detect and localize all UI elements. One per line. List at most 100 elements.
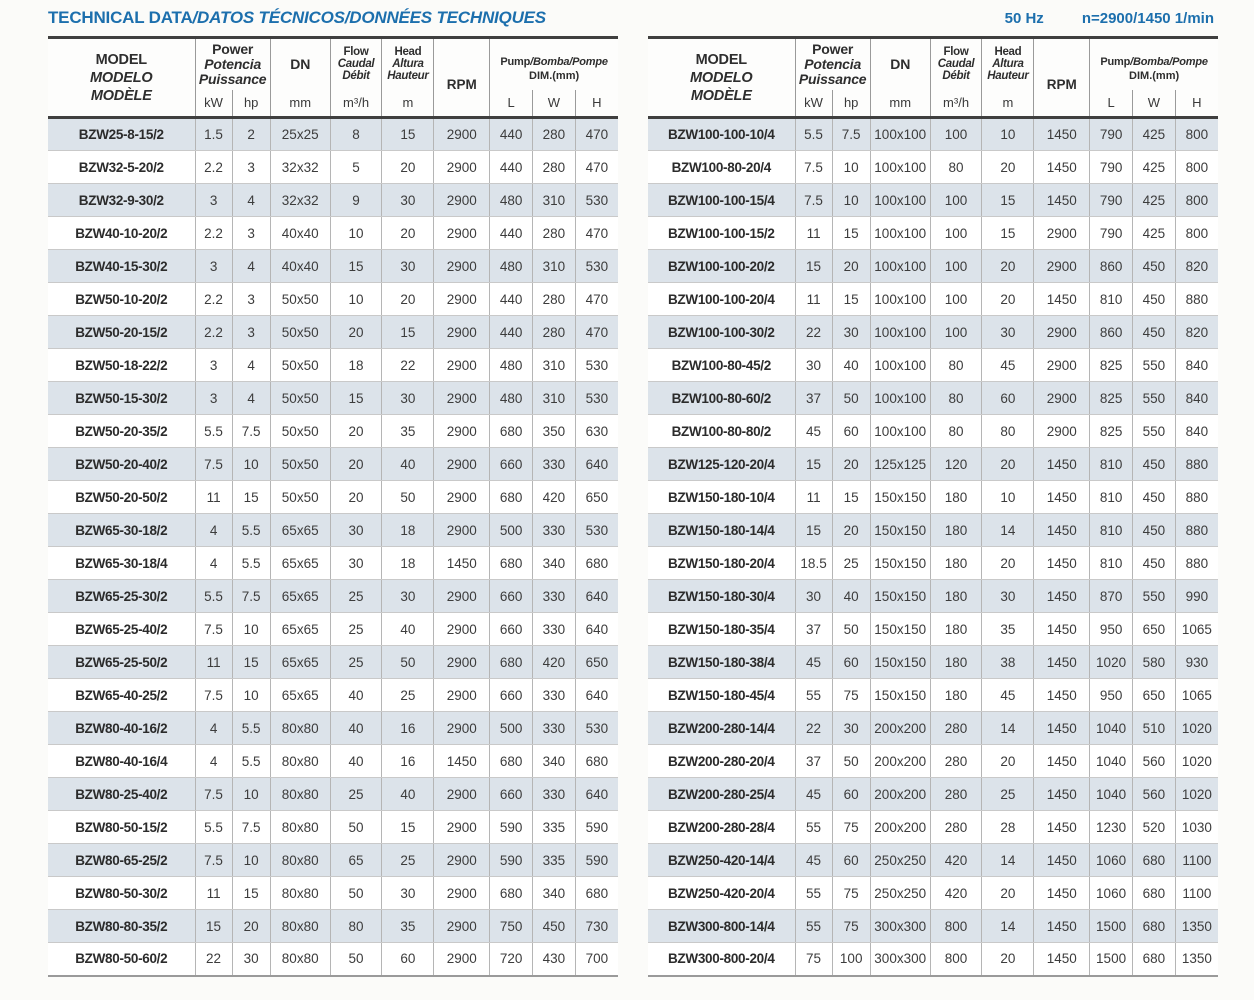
table-row: BZW100-100-10/4 5.5 7.5 100x100 100 10 1450 790… xyxy=(648,117,1218,151)
value-cell: 1065 xyxy=(1175,678,1218,712)
value-cell: 20 xyxy=(981,282,1035,316)
value-cell: 3 xyxy=(195,249,233,283)
value-cell: 480 xyxy=(489,348,533,382)
value-cell: 11 xyxy=(195,480,233,514)
value-cell: 2900 xyxy=(433,810,491,844)
value-cell: 60 xyxy=(981,381,1035,415)
unit-dim-w: W xyxy=(1132,89,1176,118)
value-cell: 840 xyxy=(1175,348,1218,382)
value-cell: 1500 xyxy=(1089,909,1133,943)
table-row: BZW32-9-30/2 3 4 32x32 9 30 2900 480 310 530 xyxy=(48,183,618,217)
value-cell: 15 xyxy=(232,645,271,679)
value-cell: 430 xyxy=(532,942,576,976)
value-cell: 25 xyxy=(330,645,383,679)
value-cell: 310 xyxy=(532,249,576,283)
value-cell: 100x100 xyxy=(870,348,931,382)
value-cell: 880 xyxy=(1175,513,1218,547)
value-cell: 80x80 xyxy=(270,909,331,943)
value-cell: 2900 xyxy=(433,282,491,316)
value-cell: 100 xyxy=(930,117,983,151)
value-cell: 20 xyxy=(330,315,383,349)
table-row: BZW125-120-20/4 15 20 125x125 120 20 1450 810 45… xyxy=(648,447,1218,481)
value-cell: 800 xyxy=(1175,117,1218,151)
value-cell: 650 xyxy=(575,645,618,679)
value-cell: 3 xyxy=(232,216,271,250)
value-cell: 4 xyxy=(195,711,233,745)
value-cell: 2.2 xyxy=(195,315,233,349)
value-cell: 5.5 xyxy=(232,546,271,580)
value-cell: 25 xyxy=(381,843,435,877)
value-cell: 20 xyxy=(330,414,383,448)
value-cell: 7.5 xyxy=(232,414,271,448)
value-cell: 65x65 xyxy=(270,579,331,613)
value-cell: 180 xyxy=(930,612,983,646)
value-cell: 28 xyxy=(981,810,1035,844)
value-cell: 30 xyxy=(330,546,383,580)
value-cell: 3 xyxy=(195,183,233,217)
model-cell: BZW50-10-20/2 xyxy=(48,282,196,316)
value-cell: 50 xyxy=(330,876,383,910)
value-cell: 800 xyxy=(1175,150,1218,184)
value-cell: 50 xyxy=(330,810,383,844)
value-cell: 20 xyxy=(981,447,1035,481)
table-row: BZW100-100-15/2 11 15 100x100 100 15 2900 790 42… xyxy=(648,216,1218,250)
table-row: BZW80-50-30/2 11 15 80x80 50 30 2900 680 340 680 xyxy=(48,876,618,910)
value-cell: 20 xyxy=(832,249,871,283)
unit-dim-h: H xyxy=(575,89,618,118)
value-cell: 480 xyxy=(489,381,533,415)
value-cell: 100 xyxy=(930,183,983,217)
unit-dim-w: W xyxy=(532,89,576,118)
value-cell: 640 xyxy=(575,777,618,811)
model-cell: BZW100-80-80/2 xyxy=(648,414,796,448)
model-cell: BZW50-18-22/2 xyxy=(48,348,196,382)
value-cell: 150x150 xyxy=(870,480,931,514)
value-cell: 5.5 xyxy=(232,744,271,778)
value-cell: 25x25 xyxy=(270,117,331,151)
value-cell: 1450 xyxy=(1033,810,1091,844)
table-body-left: BZW25-8-15/2 1.5 2 25x25 8 15 2900 440 280 470 BZW… xyxy=(48,117,618,976)
table-row: BZW40-15-30/2 3 4 40x40 15 30 2900 480 310 530 xyxy=(48,249,618,283)
table-row: BZW50-10-20/2 2.2 3 50x50 10 20 2900 440 280 470 xyxy=(48,282,618,316)
value-cell: 310 xyxy=(532,348,576,382)
model-cell: BZW65-30-18/4 xyxy=(48,546,196,580)
value-cell: 560 xyxy=(1132,744,1176,778)
model-cell: BZW150-180-20/4 xyxy=(648,546,796,580)
value-cell: 810 xyxy=(1089,447,1133,481)
value-cell: 5.5 xyxy=(195,579,233,613)
unit-flow: m³/h xyxy=(330,89,383,118)
value-cell: 65x65 xyxy=(270,678,331,712)
value-cell: 10 xyxy=(832,150,871,184)
value-cell: 7.5 xyxy=(232,810,271,844)
value-cell: 990 xyxy=(1175,579,1218,613)
value-cell: 30 xyxy=(795,579,833,613)
value-cell: 11 xyxy=(795,216,833,250)
value-cell: 1450 xyxy=(1033,777,1091,811)
value-cell: 7.5 xyxy=(195,843,233,877)
value-cell: 10 xyxy=(232,843,271,877)
value-cell: 11 xyxy=(195,876,233,910)
value-cell: 1060 xyxy=(1089,843,1133,877)
value-cell: 420 xyxy=(532,480,576,514)
value-cell: 2900 xyxy=(433,315,491,349)
value-cell: 40x40 xyxy=(270,216,331,250)
value-cell: 80 xyxy=(930,414,983,448)
table-row: BZW100-80-20/4 7.5 10 100x100 80 20 1450 790 425… xyxy=(648,150,1218,184)
unit-hp: hp xyxy=(232,89,271,118)
value-cell: 2900 xyxy=(433,414,491,448)
value-cell: 9 xyxy=(330,183,383,217)
value-cell: 2900 xyxy=(433,348,491,382)
value-cell: 790 xyxy=(1089,117,1133,151)
value-cell: 50 xyxy=(381,645,435,679)
value-cell: 65x65 xyxy=(270,513,331,547)
value-cell: 470 xyxy=(575,216,618,250)
value-cell: 680 xyxy=(575,546,618,580)
value-cell: 4 xyxy=(232,183,271,217)
value-cell: 820 xyxy=(1175,249,1218,283)
value-cell: 790 xyxy=(1089,216,1133,250)
value-cell: 40 xyxy=(330,711,383,745)
value-cell: 1040 xyxy=(1089,777,1133,811)
model-cell: BZW100-100-30/2 xyxy=(648,315,796,349)
value-cell: 20 xyxy=(232,909,271,943)
value-cell: 825 xyxy=(1089,414,1133,448)
table-row: BZW200-280-14/4 22 30 200x200 280 14 1450 1040 5… xyxy=(648,711,1218,745)
